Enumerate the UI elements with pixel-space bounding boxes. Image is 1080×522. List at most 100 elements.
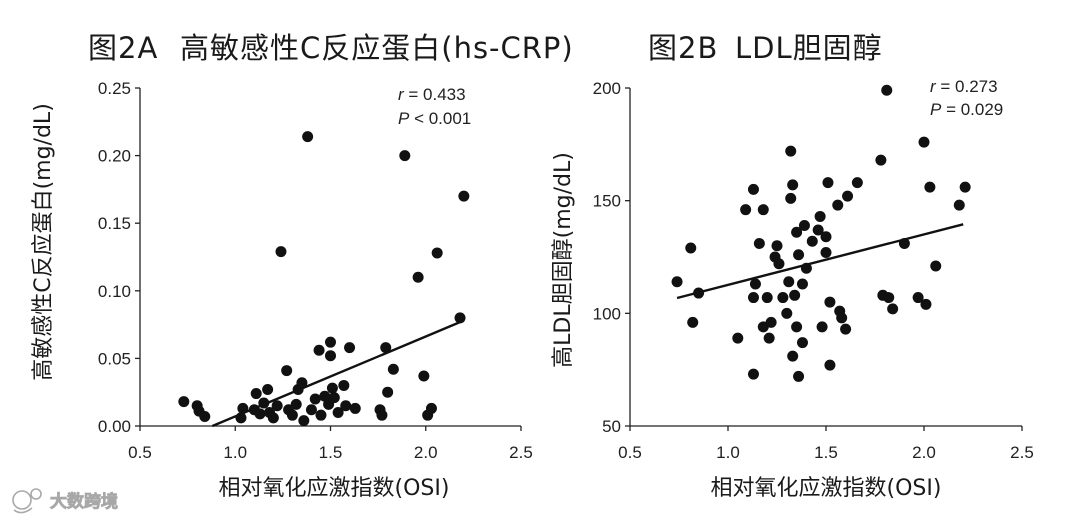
data-point (328, 392, 340, 404)
data-point (267, 412, 279, 424)
data-point (881, 84, 893, 96)
chart-title-text: 高敏感性C反应蛋白(hs-CRP) (180, 31, 574, 65)
data-point (842, 190, 854, 202)
data-point (820, 231, 832, 243)
r-symbol: r (398, 85, 405, 104)
data-point (824, 296, 836, 308)
correlation-r: r = 0.433 (398, 85, 466, 104)
r-value: = 0.433 (404, 85, 466, 104)
data-point (824, 359, 836, 371)
data-point (302, 131, 314, 143)
data-point (687, 316, 699, 328)
data-point (332, 406, 344, 418)
data-point (250, 388, 262, 400)
x-tick-label: 1.5 (814, 443, 838, 462)
data-point (814, 210, 826, 222)
chart-title: 图2A 高敏感性C反应蛋白(hs-CRP) (88, 31, 574, 65)
data-point (425, 402, 437, 414)
data-point (382, 386, 394, 398)
data-point (883, 292, 895, 304)
data-point (887, 303, 899, 315)
watermark-logo-icon (12, 488, 42, 514)
data-point (454, 312, 466, 324)
x-tick-label: 1.0 (716, 443, 740, 462)
data-point (254, 408, 266, 420)
data-point (789, 289, 801, 301)
data-point (840, 323, 852, 335)
p-value: P = 0.029 (930, 100, 1003, 119)
data-point (693, 287, 705, 299)
chart-hs-crp: 图2A 高敏感性C反应蛋白(hs-CRP) 高敏感性C反应蛋白(mg/dL) 相… (31, 31, 574, 501)
data-point (349, 402, 361, 414)
chart-ldl-cholesterol: 图2B LDL胆固醇 高LDL胆固醇(mg/dL) 相对氧化应激指数(OSI) … (551, 31, 1034, 501)
y-tick-label: 50 (602, 417, 621, 436)
data-point (761, 292, 773, 304)
data-point (326, 382, 338, 394)
data-point (763, 332, 775, 344)
data-point (785, 192, 797, 204)
data-point (399, 150, 411, 162)
data-point (275, 246, 287, 258)
y-tick-label: 0.10 (98, 282, 131, 301)
x-tick-label: 0.5 (618, 443, 642, 462)
p-symbol: P (398, 109, 410, 128)
y-axis-label: 高LDL胆固醇(mg/dL) (551, 152, 576, 368)
data-point (783, 276, 795, 288)
y-axis-label: 高敏感性C反应蛋白(mg/dL) (31, 103, 56, 381)
data-point (747, 292, 759, 304)
x-axis-label: 相对氧化应激指数(OSI) (219, 476, 450, 501)
data-point (235, 412, 247, 424)
data-point (315, 409, 327, 421)
data-point (930, 260, 942, 272)
x-tick-label: 2.5 (509, 443, 533, 462)
data-point (822, 177, 834, 189)
data-point (262, 383, 274, 395)
data-point (258, 397, 270, 409)
data-point (765, 316, 777, 328)
data-point (344, 342, 356, 354)
data-point (387, 363, 399, 375)
p-value-text: = 0.029 (941, 100, 1003, 119)
figure-label: 图2B (648, 31, 718, 65)
chart-title-text: LDL胆固醇 (735, 31, 883, 65)
p-symbol: P (930, 100, 942, 119)
figure-label: 图2A (88, 31, 158, 65)
data-point (376, 409, 388, 421)
data-point (787, 350, 799, 362)
watermark: 大数跨境 (12, 488, 118, 514)
data-point (771, 240, 783, 252)
y-tick-label: 200 (593, 79, 621, 98)
x-tick-label: 2.0 (414, 443, 438, 462)
correlation-r: r = 0.273 (930, 77, 998, 96)
data-point (953, 199, 965, 211)
data-point (747, 183, 759, 195)
x-tick-label: 1.0 (223, 443, 247, 462)
data-point (800, 262, 812, 274)
data-point (431, 247, 443, 259)
data-point (787, 179, 799, 191)
plot-area: 0.00 0.05 0.10 0.15 0.20 0.25 0.5 1.0 1.5 2.0 2.5 (98, 79, 533, 462)
data-point (757, 204, 769, 216)
plot-area: 50 100 150 200 0.5 1.0 1.5 2.0 2.5 (593, 79, 1034, 462)
data-point (749, 278, 761, 290)
data-point (271, 400, 283, 412)
data-point (812, 224, 824, 236)
data-point (325, 350, 336, 362)
data-point (178, 396, 190, 408)
x-tick-label: 2.0 (912, 443, 936, 462)
data-point (875, 154, 887, 166)
data-point (298, 415, 310, 427)
data-point (796, 337, 808, 349)
data-point (924, 181, 936, 193)
x-tick-label: 1.5 (319, 443, 343, 462)
data-point (851, 177, 863, 189)
data-point (309, 393, 321, 405)
data-point (286, 409, 298, 421)
data-point (918, 136, 930, 148)
data-point (791, 226, 803, 238)
x-tick-label: 2.5 (1010, 443, 1034, 462)
data-point (199, 411, 211, 423)
r-value: = 0.273 (936, 77, 998, 96)
data-point (237, 402, 249, 414)
